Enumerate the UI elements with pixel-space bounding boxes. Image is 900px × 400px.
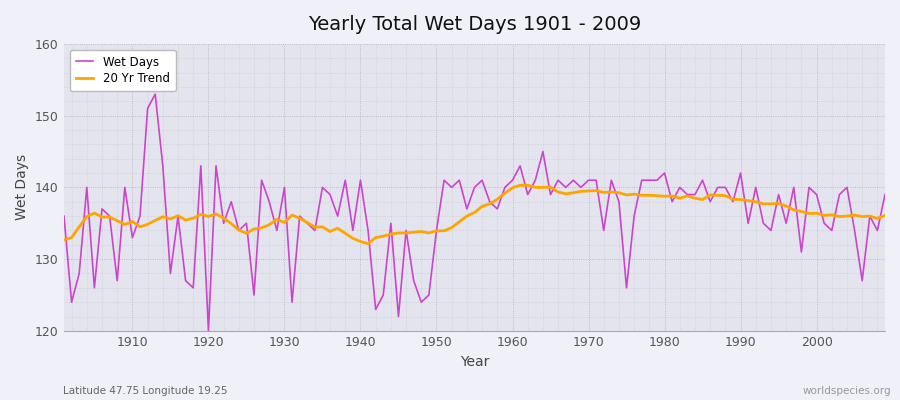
Y-axis label: Wet Days: Wet Days — [15, 154, 29, 220]
20 Yr Trend — [507, 185, 517, 190]
20 Yr Trend — [879, 213, 890, 218]
20 Yr Trend — [58, 237, 69, 242]
20 Yr Trend — [286, 213, 297, 218]
Wet Days — [522, 192, 533, 197]
Wet Days — [515, 164, 526, 168]
20 Yr Trend — [332, 226, 343, 231]
Wet Days — [614, 199, 625, 204]
Wet Days — [120, 185, 130, 190]
Text: Latitude 47.75 Longitude 19.25: Latitude 47.75 Longitude 19.25 — [63, 386, 228, 396]
Legend: Wet Days, 20 Yr Trend: Wet Days, 20 Yr Trend — [70, 50, 176, 91]
20 Yr Trend — [120, 222, 130, 227]
Title: Yearly Total Wet Days 1901 - 2009: Yearly Total Wet Days 1901 - 2009 — [308, 15, 641, 34]
Line: 20 Yr Trend: 20 Yr Trend — [64, 185, 885, 244]
20 Yr Trend — [515, 183, 526, 188]
20 Yr Trend — [522, 183, 533, 188]
20 Yr Trend — [363, 241, 374, 246]
20 Yr Trend — [614, 190, 625, 195]
Wet Days — [302, 221, 312, 226]
Wet Days — [347, 228, 358, 233]
Line: Wet Days: Wet Days — [64, 94, 885, 331]
X-axis label: Year: Year — [460, 355, 490, 369]
Text: worldspecies.org: worldspecies.org — [803, 386, 891, 396]
Wet Days — [879, 192, 890, 197]
Wet Days — [149, 92, 160, 96]
Wet Days — [203, 328, 214, 333]
Wet Days — [58, 214, 69, 218]
